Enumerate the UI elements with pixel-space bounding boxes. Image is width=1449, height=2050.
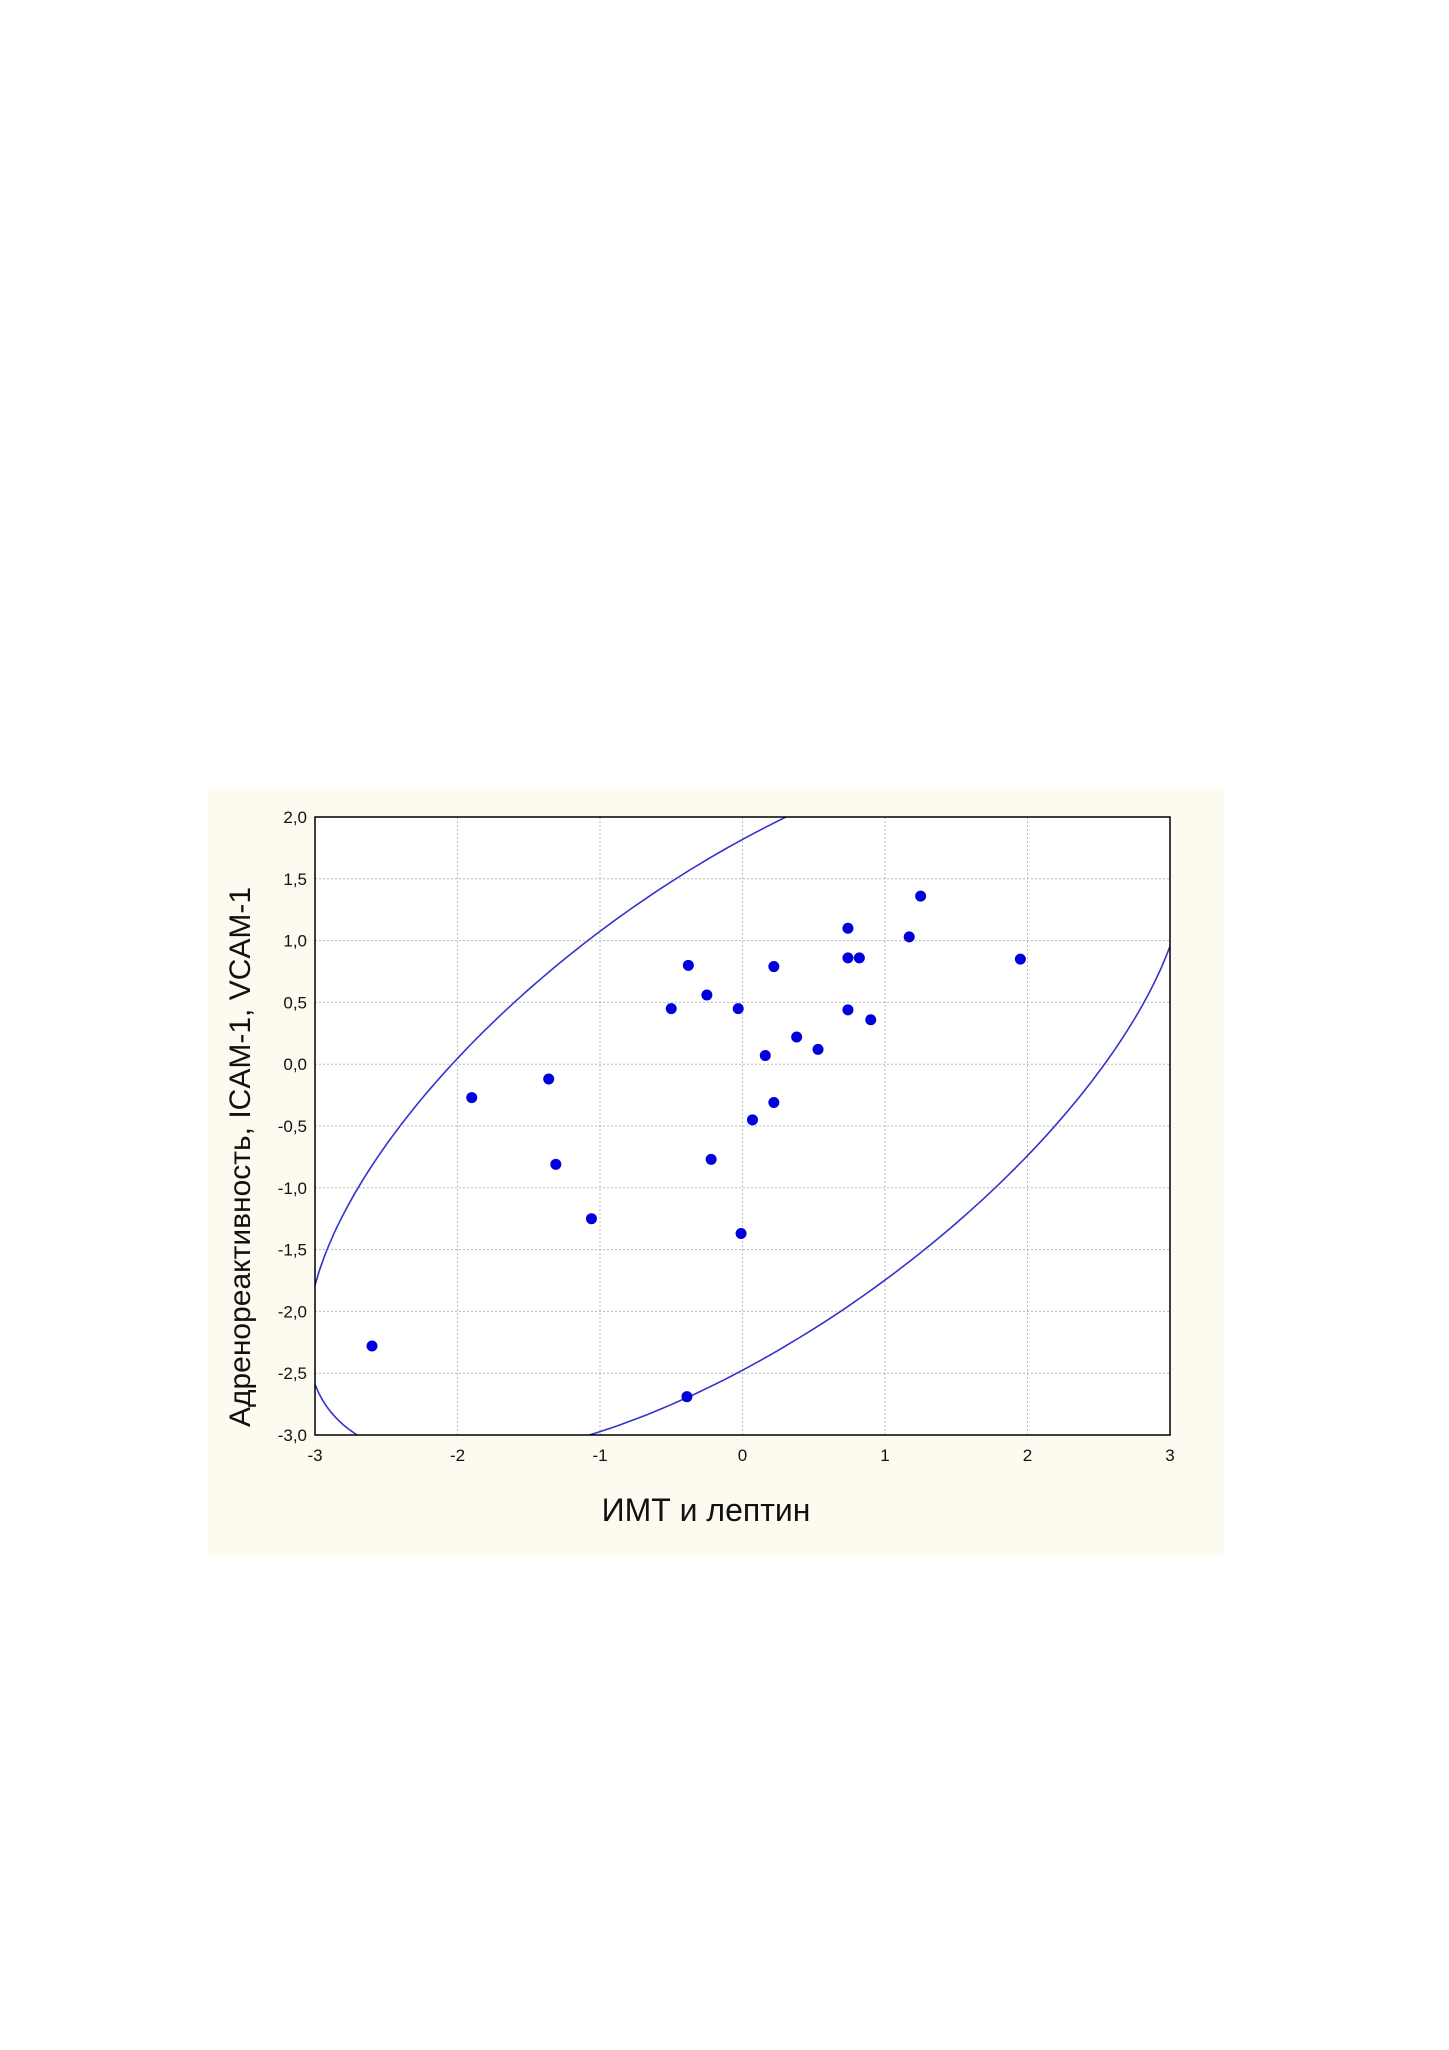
data-point	[842, 922, 854, 934]
data-point	[768, 961, 780, 973]
data-point	[842, 1004, 854, 1016]
y-tick-label: -3,0	[278, 1426, 307, 1445]
data-point	[842, 952, 854, 964]
data-point	[366, 1340, 378, 1352]
x-tick-label: 1	[880, 1446, 889, 1465]
data-point	[746, 1114, 758, 1126]
data-point	[550, 1158, 562, 1170]
chart-panel: -3 -2 -1 0 1 2 3 2,0 1,5 1,0 0,5 0,0 -0,5 -1,0 -1,5 -2…	[208, 789, 1224, 1555]
x-tick-label: 2	[1023, 1446, 1032, 1465]
scatter-chart: -3 -2 -1 0 1 2 3 2,0 1,5 1,0 0,5 0,0 -0,5 -1,0 -1,5 -2…	[208, 789, 1224, 1555]
data-point	[812, 1043, 824, 1055]
data-point	[732, 1003, 744, 1015]
data-point	[853, 952, 865, 964]
data-point	[665, 1003, 677, 1015]
y-tick-label: 2,0	[283, 808, 307, 827]
x-tick-labels: -3 -2 -1 0 1 2 3	[307, 1446, 1174, 1465]
y-tick-label: -0,5	[278, 1117, 307, 1136]
data-point	[915, 890, 927, 902]
y-axis-label: Адренореактивность, ICAM-1, VCAM-1	[224, 887, 257, 1427]
y-tick-label: 1,0	[283, 932, 307, 951]
data-point	[543, 1073, 555, 1085]
data-point	[705, 1153, 717, 1165]
x-tick-label: 0	[738, 1446, 747, 1465]
y-tick-label: -1,0	[278, 1179, 307, 1198]
grid-lines	[315, 817, 1170, 1435]
data-point	[903, 931, 915, 943]
x-tick-label: -3	[307, 1446, 322, 1465]
x-tick-label: -1	[592, 1446, 607, 1465]
data-point	[681, 1391, 693, 1403]
data-point	[701, 989, 713, 1001]
data-point	[759, 1050, 771, 1062]
y-tick-labels: 2,0 1,5 1,0 0,5 0,0 -0,5 -1,0 -1,5 -2,0 -2,5 -3,0	[278, 808, 307, 1445]
data-point	[466, 1092, 478, 1104]
y-tick-label: 0,5	[283, 993, 307, 1012]
y-tick-label: 0,0	[283, 1055, 307, 1074]
data-point	[865, 1014, 877, 1026]
y-tick-label: 1,5	[283, 870, 307, 889]
data-point	[585, 1213, 597, 1225]
data-point	[1014, 953, 1026, 965]
x-axis-label: ИМТ и лептин	[602, 1492, 811, 1528]
y-tick-label: -2,5	[278, 1364, 307, 1383]
y-tick-label: -1,5	[278, 1241, 307, 1260]
plot-frame	[314, 816, 1171, 1436]
x-tick-label: 3	[1165, 1446, 1174, 1465]
data-points	[366, 890, 1026, 1403]
x-tick-label: -2	[450, 1446, 465, 1465]
data-point	[682, 959, 694, 971]
data-point	[791, 1031, 803, 1043]
confidence-ellipse	[315, 817, 1170, 1435]
data-point	[735, 1228, 747, 1240]
confidence-ellipse-group	[315, 817, 1170, 1435]
y-tick-label: -2,0	[278, 1302, 307, 1321]
data-point	[768, 1097, 780, 1109]
